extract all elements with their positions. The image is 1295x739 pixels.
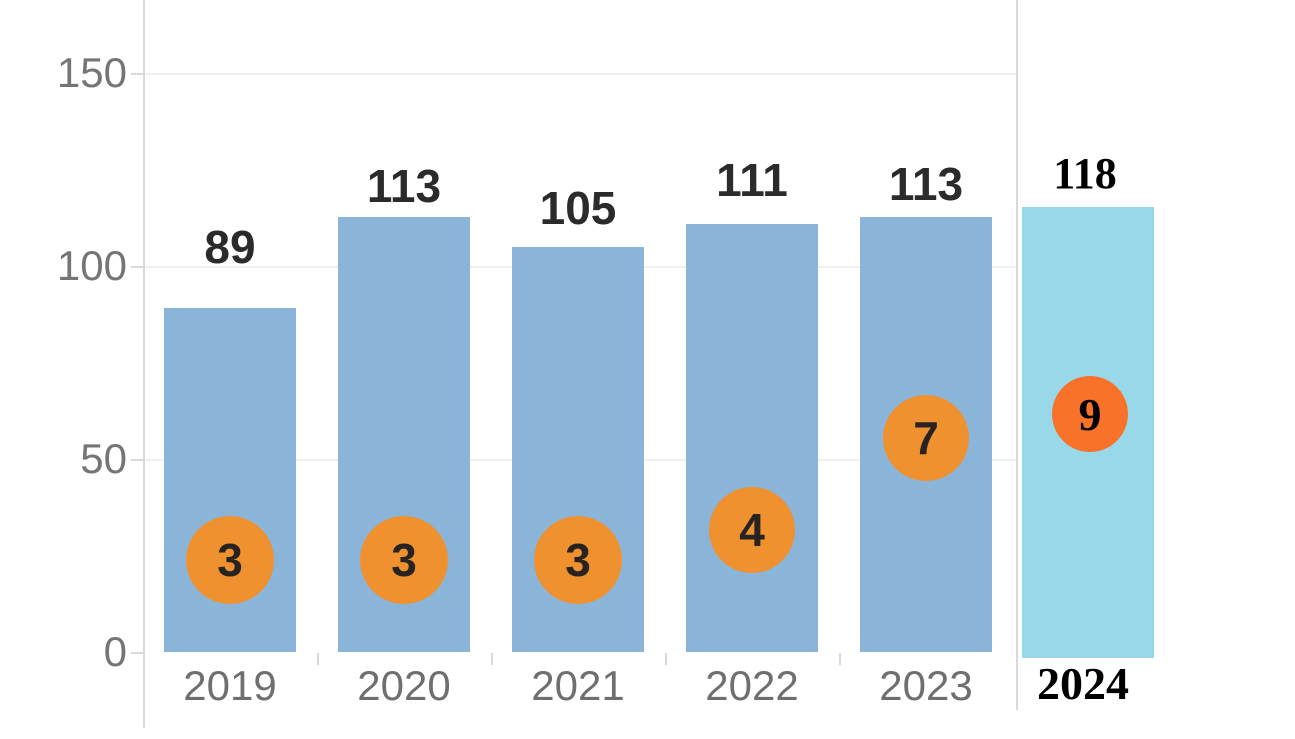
y-axis-line [143, 0, 145, 728]
y-tick-label-100: 100 [56, 242, 127, 289]
badge-2020[interactable]: 3 [360, 516, 448, 604]
badge-2023[interactable]: 7 [883, 395, 969, 481]
y-tick-label-150: 150 [56, 49, 127, 96]
category-label-2024: 2024 [1037, 658, 1129, 709]
value-label-2019: 89 [204, 221, 256, 273]
x-tick-mark [491, 653, 493, 665]
category-label-2019: 2019 [183, 662, 277, 709]
y-tick-mark-150 [131, 73, 143, 75]
x-tick-mark [665, 653, 667, 665]
category-label-2020: 2020 [357, 662, 451, 709]
gridline-150 [144, 73, 1016, 75]
bar-2022[interactable] [686, 224, 818, 652]
value-label-2022: 111 [716, 154, 788, 206]
badge-2019[interactable]: 3 [186, 516, 274, 604]
badge-2021[interactable]: 3 [534, 516, 622, 604]
badge-2022[interactable]: 4 [709, 487, 795, 573]
x-tick-mark [317, 653, 319, 665]
y-tick-label-0: 0 [103, 628, 127, 675]
y-tick-label-50: 50 [80, 435, 127, 482]
y-tick-mark-0 [131, 652, 143, 654]
forecast-separator-line [1016, 0, 1018, 710]
value-label-2021: 105 [539, 182, 617, 234]
value-label-2023: 113 [888, 158, 964, 210]
y-tick-mark-50 [131, 459, 143, 461]
category-label-2021: 2021 [531, 662, 625, 709]
y-tick-mark-100 [131, 266, 143, 268]
badge-2024[interactable]: 9 [1052, 376, 1128, 452]
x-tick-mark [839, 653, 841, 665]
category-label-2022: 2022 [705, 662, 799, 709]
value-label-2024: 118 [1053, 149, 1117, 198]
category-label-2023: 2023 [879, 662, 973, 709]
value-label-2020: 113 [366, 160, 442, 212]
